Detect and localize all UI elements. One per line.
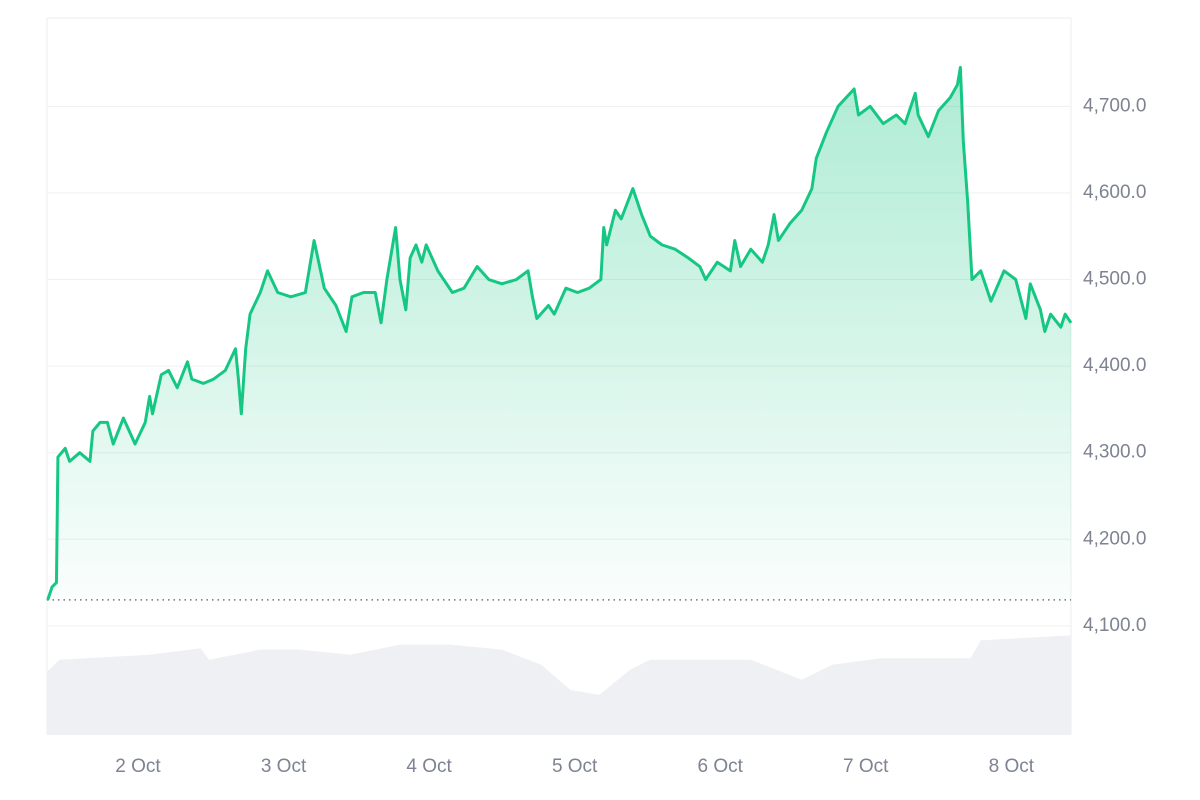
- x-tick-label: 3 Oct: [261, 756, 307, 777]
- y-tick-label: 4,300.0: [1083, 442, 1146, 463]
- y-tick-label: 4,500.0: [1083, 269, 1146, 290]
- x-tick-label: 8 Oct: [989, 756, 1035, 777]
- x-tick-label: 5 Oct: [552, 756, 598, 777]
- x-tick-label: 4 Oct: [406, 756, 452, 777]
- y-tick-label: 4,600.0: [1083, 182, 1146, 203]
- volume-area: [47, 635, 1071, 735]
- y-tick-label: 4,700.0: [1083, 95, 1146, 116]
- price-line: [46, 65, 1073, 601]
- x-tick-label: 2 Oct: [115, 756, 161, 777]
- price-area: [47, 67, 1072, 600]
- y-tick-label: 4,100.0: [1083, 615, 1146, 636]
- y-tick-label: 4,200.0: [1083, 528, 1146, 549]
- x-tick-label: 6 Oct: [698, 756, 744, 777]
- x-tick-label: 7 Oct: [843, 756, 889, 777]
- y-tick-label: 4,400.0: [1083, 355, 1146, 376]
